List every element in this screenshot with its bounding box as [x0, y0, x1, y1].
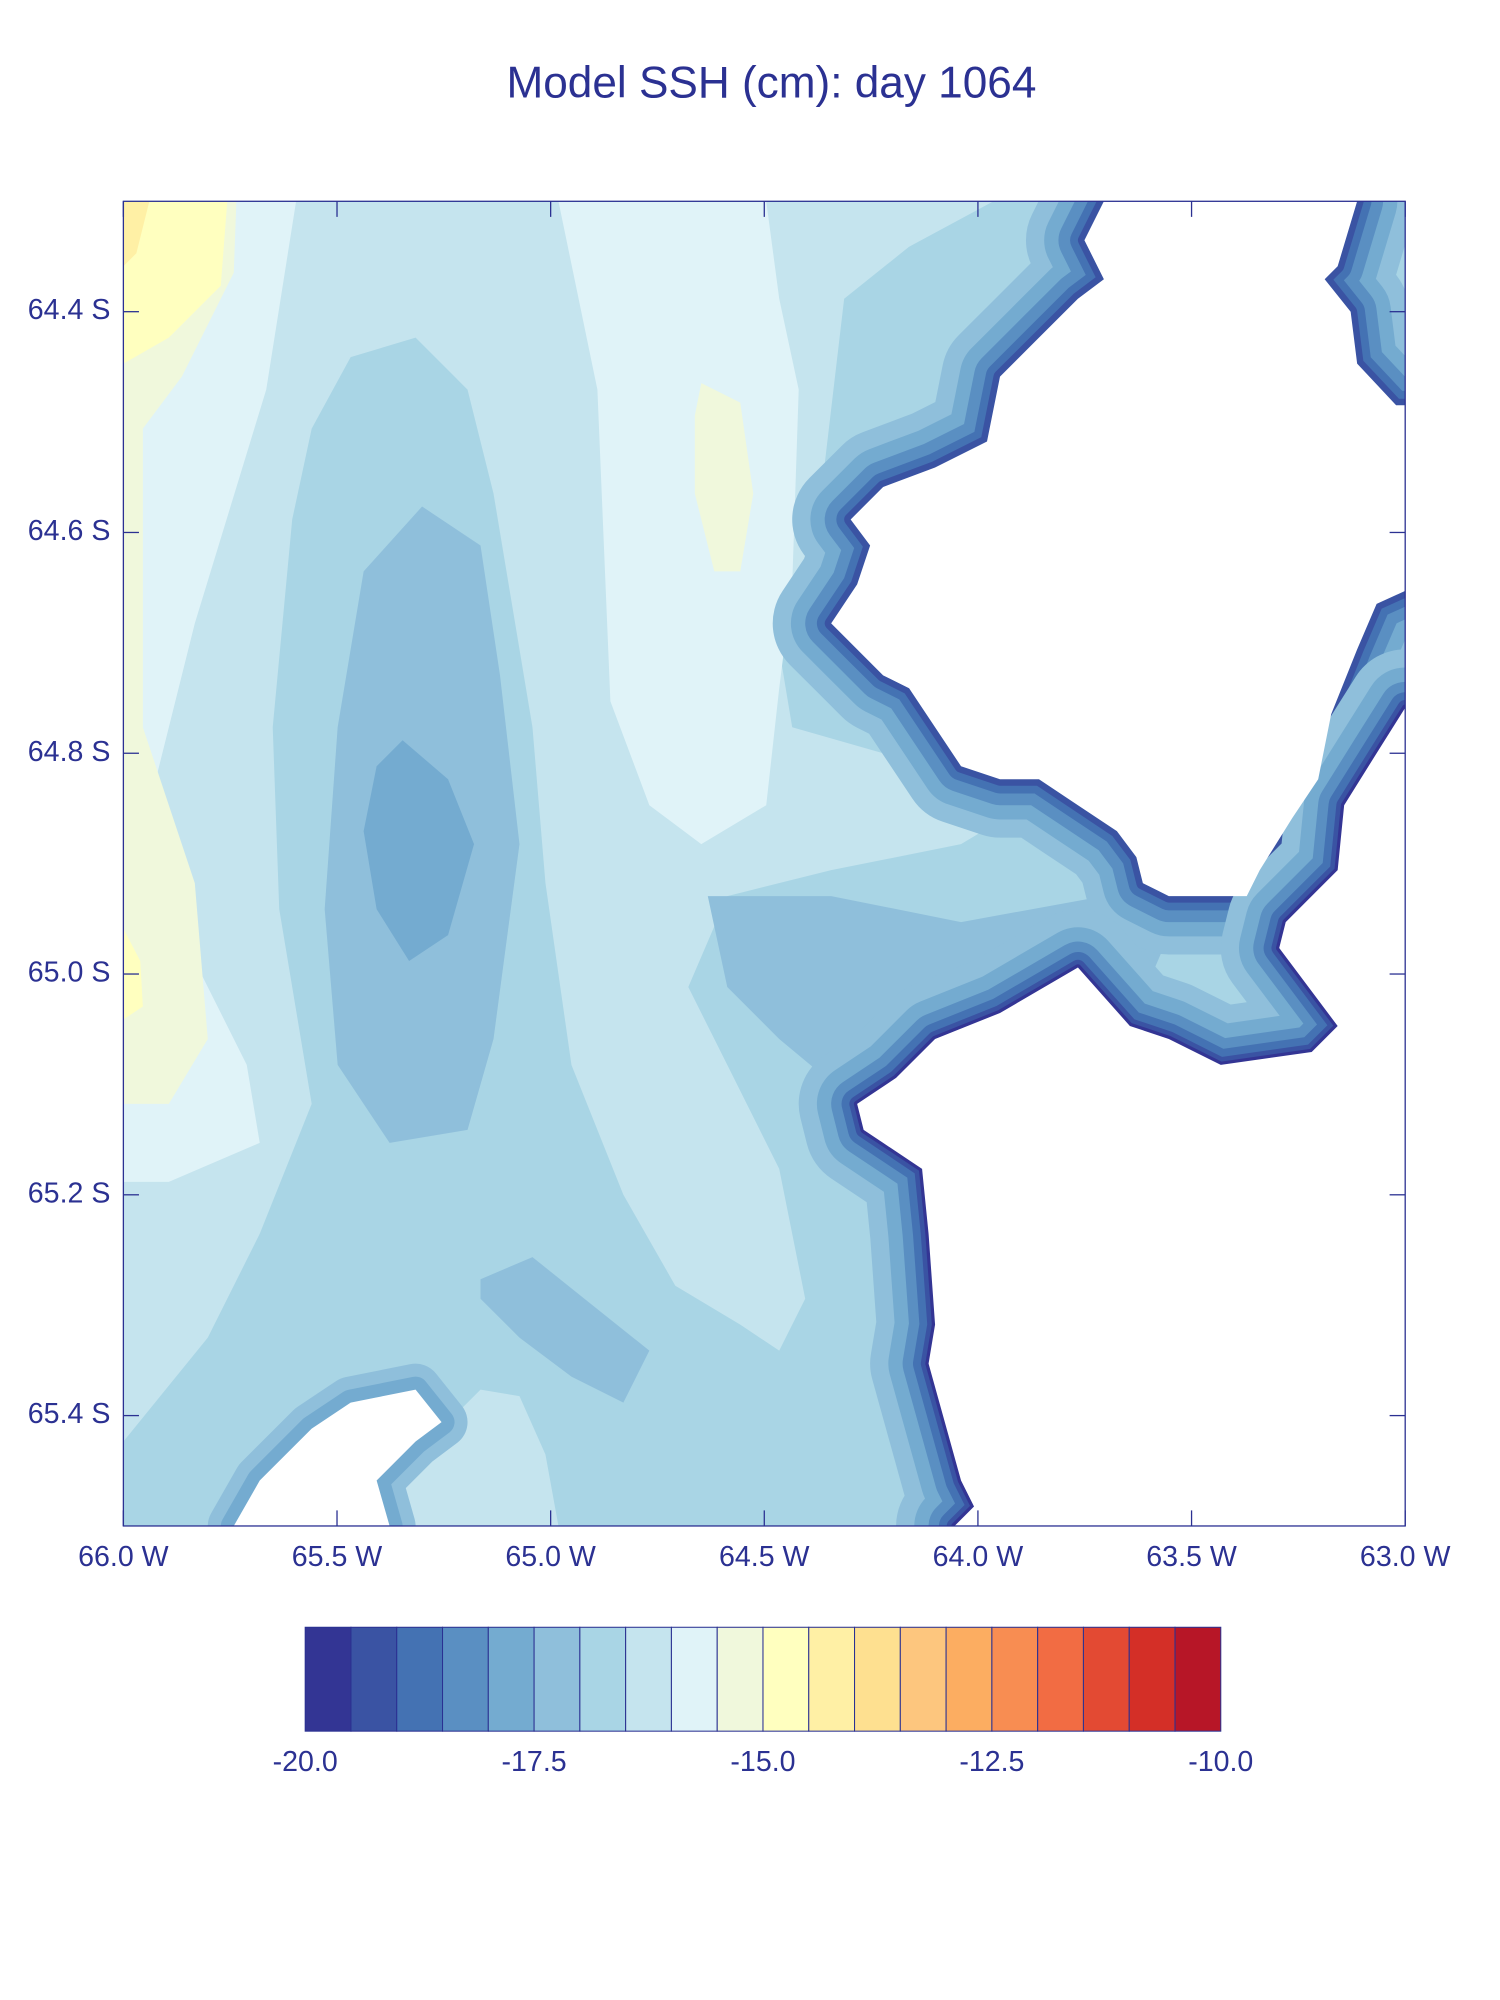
colorbar-swatch	[350, 1626, 398, 1732]
colorbar: -20.0 -17.5 -15.0 -12.5 -10.0	[273, 1626, 1253, 1778]
colorbar-tick-label: -10.0	[1188, 1746, 1253, 1778]
y-tick-label: 65.0 S	[28, 957, 111, 989]
land	[857, 707, 1406, 1526]
colorbar-swatch	[396, 1626, 444, 1732]
colorbar-tick-label: -17.5	[502, 1746, 567, 1778]
chart-title: Model SSH (cm): day 1064	[506, 58, 1036, 107]
contour-region	[123, 201, 1104, 1442]
land	[831, 201, 1406, 897]
axes: 66.0 W 65.5 W 65.0 W 64.5 W 64.0 W 63.5 W 63.0…	[28, 200, 1451, 1573]
colorbar-swatch	[670, 1626, 718, 1732]
colorbar-swatch	[533, 1626, 581, 1732]
colorbar-swatch	[1174, 1626, 1222, 1732]
y-tick-label: 65.4 S	[28, 1398, 111, 1430]
contour-region	[558, 201, 799, 845]
colorbar-swatch	[1037, 1626, 1084, 1732]
contour-region	[363, 740, 475, 962]
colorbar-swatch	[945, 1626, 993, 1732]
contour-region	[480, 1257, 650, 1403]
contour-region	[123, 201, 237, 1104]
colorbar-swatch	[304, 1626, 352, 1732]
colorbar-swatch	[762, 1626, 810, 1732]
y-tick-label: 64.4 S	[28, 294, 111, 326]
colorbar-tick-label: -20.0	[273, 1746, 338, 1778]
colorbar-swatch	[1128, 1626, 1176, 1732]
x-tick-label: 66.0 W	[78, 1541, 169, 1573]
colorbar-swatch	[487, 1626, 535, 1732]
x-tick-label: 64.5 W	[719, 1541, 810, 1573]
contour-region	[123, 201, 228, 364]
colorbar-swatch	[625, 1626, 672, 1732]
y-tick-label: 64.8 S	[28, 736, 111, 768]
colorbar-swatch	[854, 1626, 901, 1732]
colorbar-swatch	[1082, 1626, 1130, 1732]
y-tick-label: 64.6 S	[28, 515, 111, 547]
contour-region	[694, 383, 754, 572]
x-tick-label: 65.0 W	[505, 1541, 596, 1573]
y-tick-label: 65.2 S	[28, 1177, 111, 1209]
colorbar-swatch	[579, 1626, 627, 1732]
x-tick-label: 63.0 W	[1360, 1541, 1451, 1573]
x-tick-label: 65.5 W	[292, 1541, 383, 1573]
contour-region	[376, 1389, 559, 1526]
colorbar-swatch	[991, 1626, 1039, 1732]
colorbar-tick-label: -15.0	[730, 1746, 795, 1778]
contour-region	[123, 201, 150, 267]
colorbar-swatch	[716, 1626, 764, 1732]
colorbar-swatch	[808, 1626, 856, 1732]
colorbar-swatch	[442, 1626, 489, 1732]
land	[233, 1389, 442, 1526]
contour-field	[123, 201, 1406, 1526]
colorbar-tick-label: -12.5	[959, 1746, 1024, 1778]
x-tick-label: 64.0 W	[933, 1541, 1024, 1573]
x-tick-label: 63.5 W	[1146, 1541, 1237, 1573]
colorbar-swatch	[899, 1626, 947, 1732]
